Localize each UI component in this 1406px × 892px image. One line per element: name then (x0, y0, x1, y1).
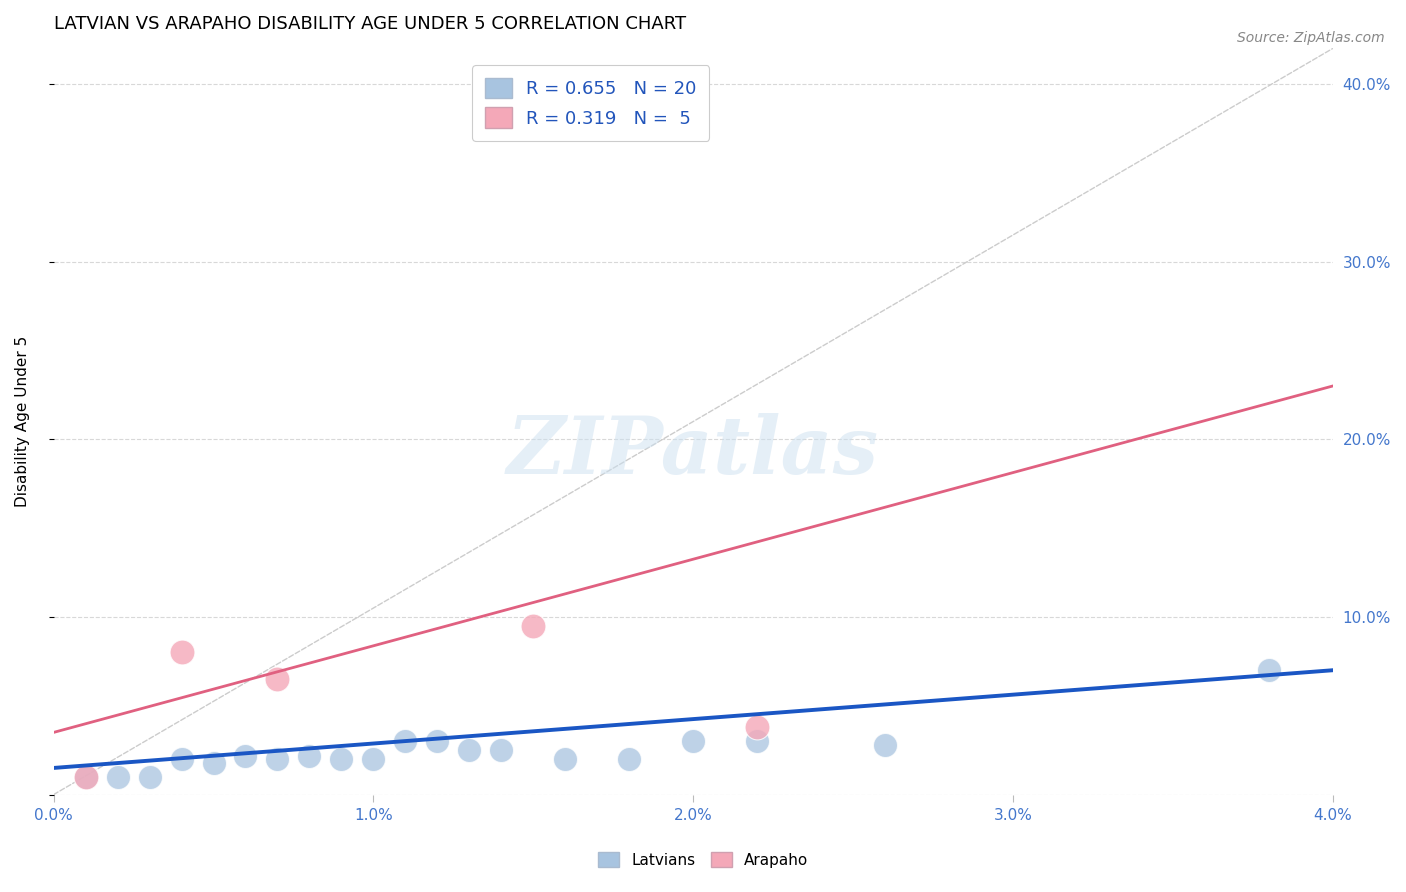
Point (363, 752, 385, 766)
Point (619, 752, 641, 766)
Point (298, 748, 321, 763)
Point (138, 770, 160, 784)
Point (266, 752, 288, 766)
Point (266, 672, 288, 686)
Text: ZIPatlas: ZIPatlas (508, 413, 879, 490)
Point (330, 752, 353, 766)
Point (170, 752, 193, 766)
Point (426, 734, 449, 748)
Y-axis label: Disability Age Under 5: Disability Age Under 5 (15, 336, 30, 508)
Point (170, 645, 193, 659)
Point (491, 743, 513, 757)
Text: LATVIAN VS ARAPAHO DISABILITY AGE UNDER 5 CORRELATION CHART: LATVIAN VS ARAPAHO DISABILITY AGE UNDER … (53, 15, 686, 33)
Point (75, 770, 97, 784)
Legend: R = 0.655   N = 20, R = 0.319   N =  5: R = 0.655 N = 20, R = 0.319 N = 5 (472, 65, 709, 141)
Point (1257, 663, 1279, 677)
Point (554, 752, 576, 766)
Point (235, 748, 257, 763)
Point (747, 720, 769, 734)
Point (458, 743, 481, 757)
Point (107, 770, 129, 784)
Point (522, 619, 544, 633)
Legend: Latvians, Arapaho: Latvians, Arapaho (592, 846, 814, 873)
Point (394, 734, 416, 748)
Point (75, 770, 97, 784)
Text: Source: ZipAtlas.com: Source: ZipAtlas.com (1237, 31, 1385, 45)
Point (873, 738, 896, 752)
Point (747, 734, 769, 748)
Point (682, 734, 704, 748)
Point (202, 756, 225, 770)
